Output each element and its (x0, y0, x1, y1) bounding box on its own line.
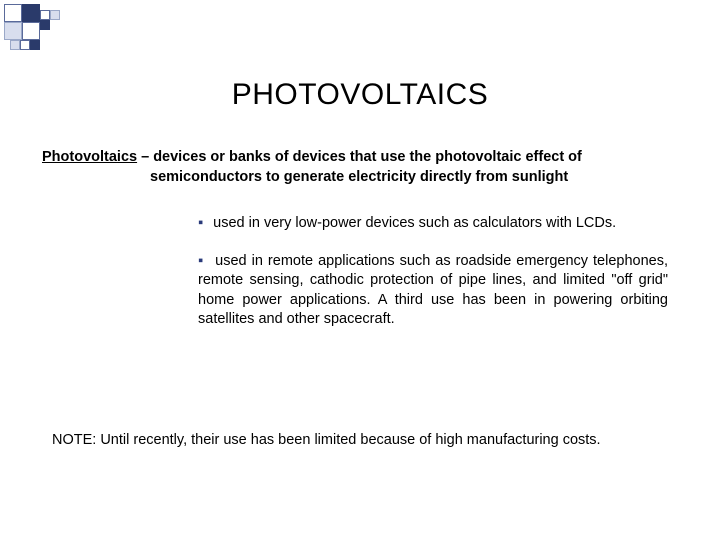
deco-square (22, 22, 40, 40)
deco-square (10, 40, 20, 50)
definition-term: Photovoltaics (42, 149, 137, 165)
deco-square (22, 4, 40, 22)
definition-block: Photovoltaics – devices or banks of devi… (42, 148, 678, 187)
bullet-marker-icon: ▪ (198, 215, 203, 231)
bullet-marker-icon: ▪ (198, 253, 204, 269)
bullet-item: ▪ used in remote applications such as ro… (198, 252, 668, 330)
deco-square (4, 22, 22, 40)
bullet-text: used in remote applications such as road… (198, 253, 668, 328)
note-text: NOTE: Until recently, their use has been… (52, 432, 678, 448)
corner-decoration (0, 0, 90, 60)
deco-square (40, 10, 50, 20)
slide-title: PHOTOVOLTAICS (0, 78, 720, 112)
bullet-list: ▪ used in very low-power devices such as… (198, 214, 668, 348)
deco-square (20, 40, 30, 50)
deco-square (30, 40, 40, 50)
definition-line1: Photovoltaics – devices or banks of devi… (42, 148, 678, 168)
deco-square (4, 4, 22, 22)
definition-line2: semiconductors to generate electricity d… (42, 168, 678, 188)
deco-square (40, 20, 50, 30)
deco-square (50, 10, 60, 20)
bullet-item: ▪ used in very low-power devices such as… (198, 214, 668, 234)
definition-rest1: – devices or banks of devices that use t… (137, 149, 582, 165)
bullet-text: used in very low-power devices such as c… (209, 215, 616, 231)
